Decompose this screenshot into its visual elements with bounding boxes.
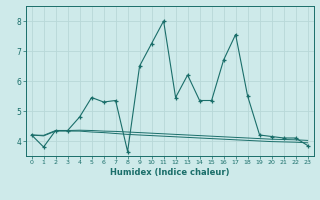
X-axis label: Humidex (Indice chaleur): Humidex (Indice chaleur) (110, 168, 229, 177)
